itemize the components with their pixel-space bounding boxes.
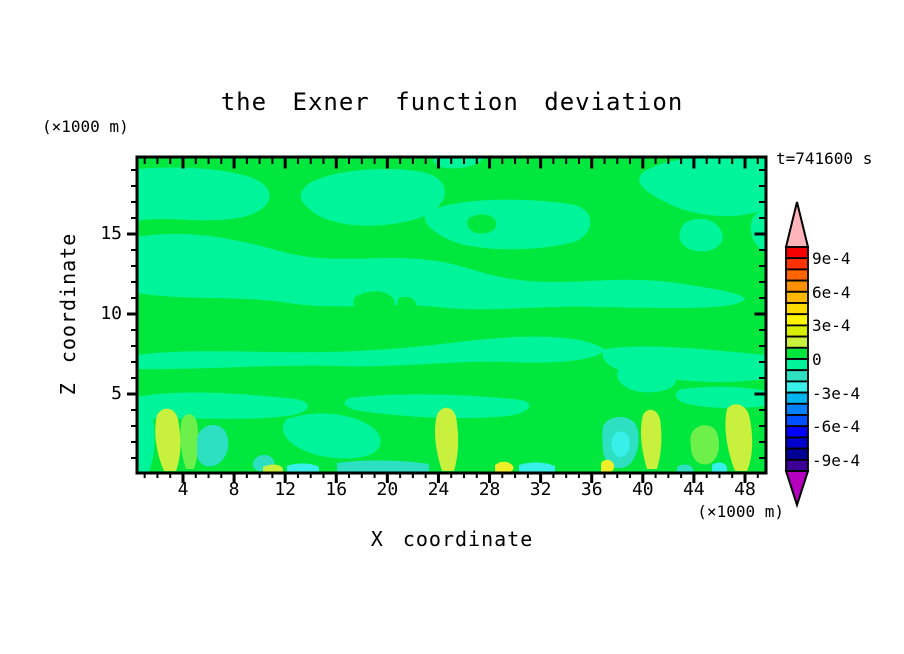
colorbar [784,201,810,509]
x-tick-label: 4 [177,479,189,500]
colorbar-over-arrow [784,201,810,248]
colorbar-label: 9e-4 [812,249,851,269]
colorbar-segment [785,447,809,461]
contour-region-turquoise [677,464,693,473]
contour-region-spring [344,394,530,419]
contour-region-cyan [519,462,555,473]
colorbar-segment [785,380,809,394]
z-axis-title: Z coordinate [56,232,80,396]
colorbar-segment [785,324,809,338]
x-tick-label: 28 [478,479,501,500]
colorbar-under-arrow [784,470,810,509]
contour-region-chartreuse [640,409,662,469]
contour-region-spring [283,413,381,459]
axis-ticks [127,158,765,483]
contour-region-lightgreen [690,425,719,465]
contour-region-spring [137,336,605,370]
colorbar-segment [785,257,809,271]
colorbar-segment [785,346,809,360]
x-tick-label: 48 [734,479,756,500]
x-axis-title: X coordinate [370,527,534,551]
contour-region-green [467,214,497,234]
x-tick-label: 32 [529,479,552,500]
colorbar-segment [785,290,809,304]
contour-region-spring [300,169,445,226]
colorbar-segment [785,391,809,405]
contour-region-cyan [611,431,630,457]
z-axis-unit-label: (×1000 m) [42,117,129,136]
colorbar-label: 6e-4 [812,282,851,302]
colorbar-segment [785,458,809,472]
colorbar-segment [785,313,809,327]
contour-region-spring [675,386,766,409]
contour-region-spring [137,167,270,221]
colorbar-label: -9e-4 [812,450,861,470]
contour-field [137,157,766,473]
contour-region-green [353,291,395,315]
x-tick-label: 44 [683,479,705,500]
contour-region-spring [639,157,766,217]
contour-region-spring [617,365,676,393]
contour-region-cyan [287,463,319,473]
contour-region-spring [679,218,723,252]
contour-region-spring [750,209,766,251]
x-tick-label: 36 [580,479,603,500]
contour-region-yellow [495,461,514,473]
colorbar-label: 0 [812,350,822,369]
colorbar-segment [785,402,809,416]
contour-region-chartreuse [263,464,283,473]
contour-region-turquoise [197,425,229,467]
contour-region-lightgreen [180,414,199,469]
colorbar-segment [785,302,809,316]
contour-region-chartreuse [725,404,753,471]
x-tick-label: 40 [631,479,654,500]
contour-region-chartreuse [155,408,181,471]
x-tick-label: 8 [228,479,240,500]
z-tick-label: 5 [111,383,122,404]
x-tick-label: 24 [427,479,450,500]
colorbar-segment [785,414,809,428]
contour-region-yellow [601,459,615,473]
colorbar-segment [785,335,809,349]
colorbar-segment [785,358,809,372]
z-tick-label: 15 [100,223,122,244]
contour-region-spring [137,409,155,473]
contour-region-turquoise [337,460,429,473]
colorbar-segment [785,436,809,450]
colorbar-segment [785,268,809,282]
contour-region-spring [137,392,308,420]
colorbar-label: -6e-4 [812,417,861,437]
colorbar-segment [785,246,809,260]
colorbar-label: 3e-4 [812,316,851,336]
z-tick-label: 10 [100,303,122,324]
colorbar-segment [785,279,809,293]
time-annotation: t=741600 s [776,149,873,168]
contour-region-spring [137,233,745,310]
x-tick-label: 16 [325,479,348,500]
contour-region-cyan [712,462,727,473]
colorbar-segment [785,425,809,439]
contour-region-spring [433,157,485,169]
colorbar-label: -3e-4 [812,383,861,403]
contour-region-green [397,296,417,312]
contour-region-spring [424,199,591,250]
chart-title: the Exner function deviation [220,88,684,116]
x-tick-label: 20 [376,479,399,500]
colorbar-segment [785,369,809,383]
x-axis-unit-label: (×1000 m) [697,502,784,521]
x-tick-label: 12 [274,479,297,500]
contour-region-chartreuse [434,407,459,471]
